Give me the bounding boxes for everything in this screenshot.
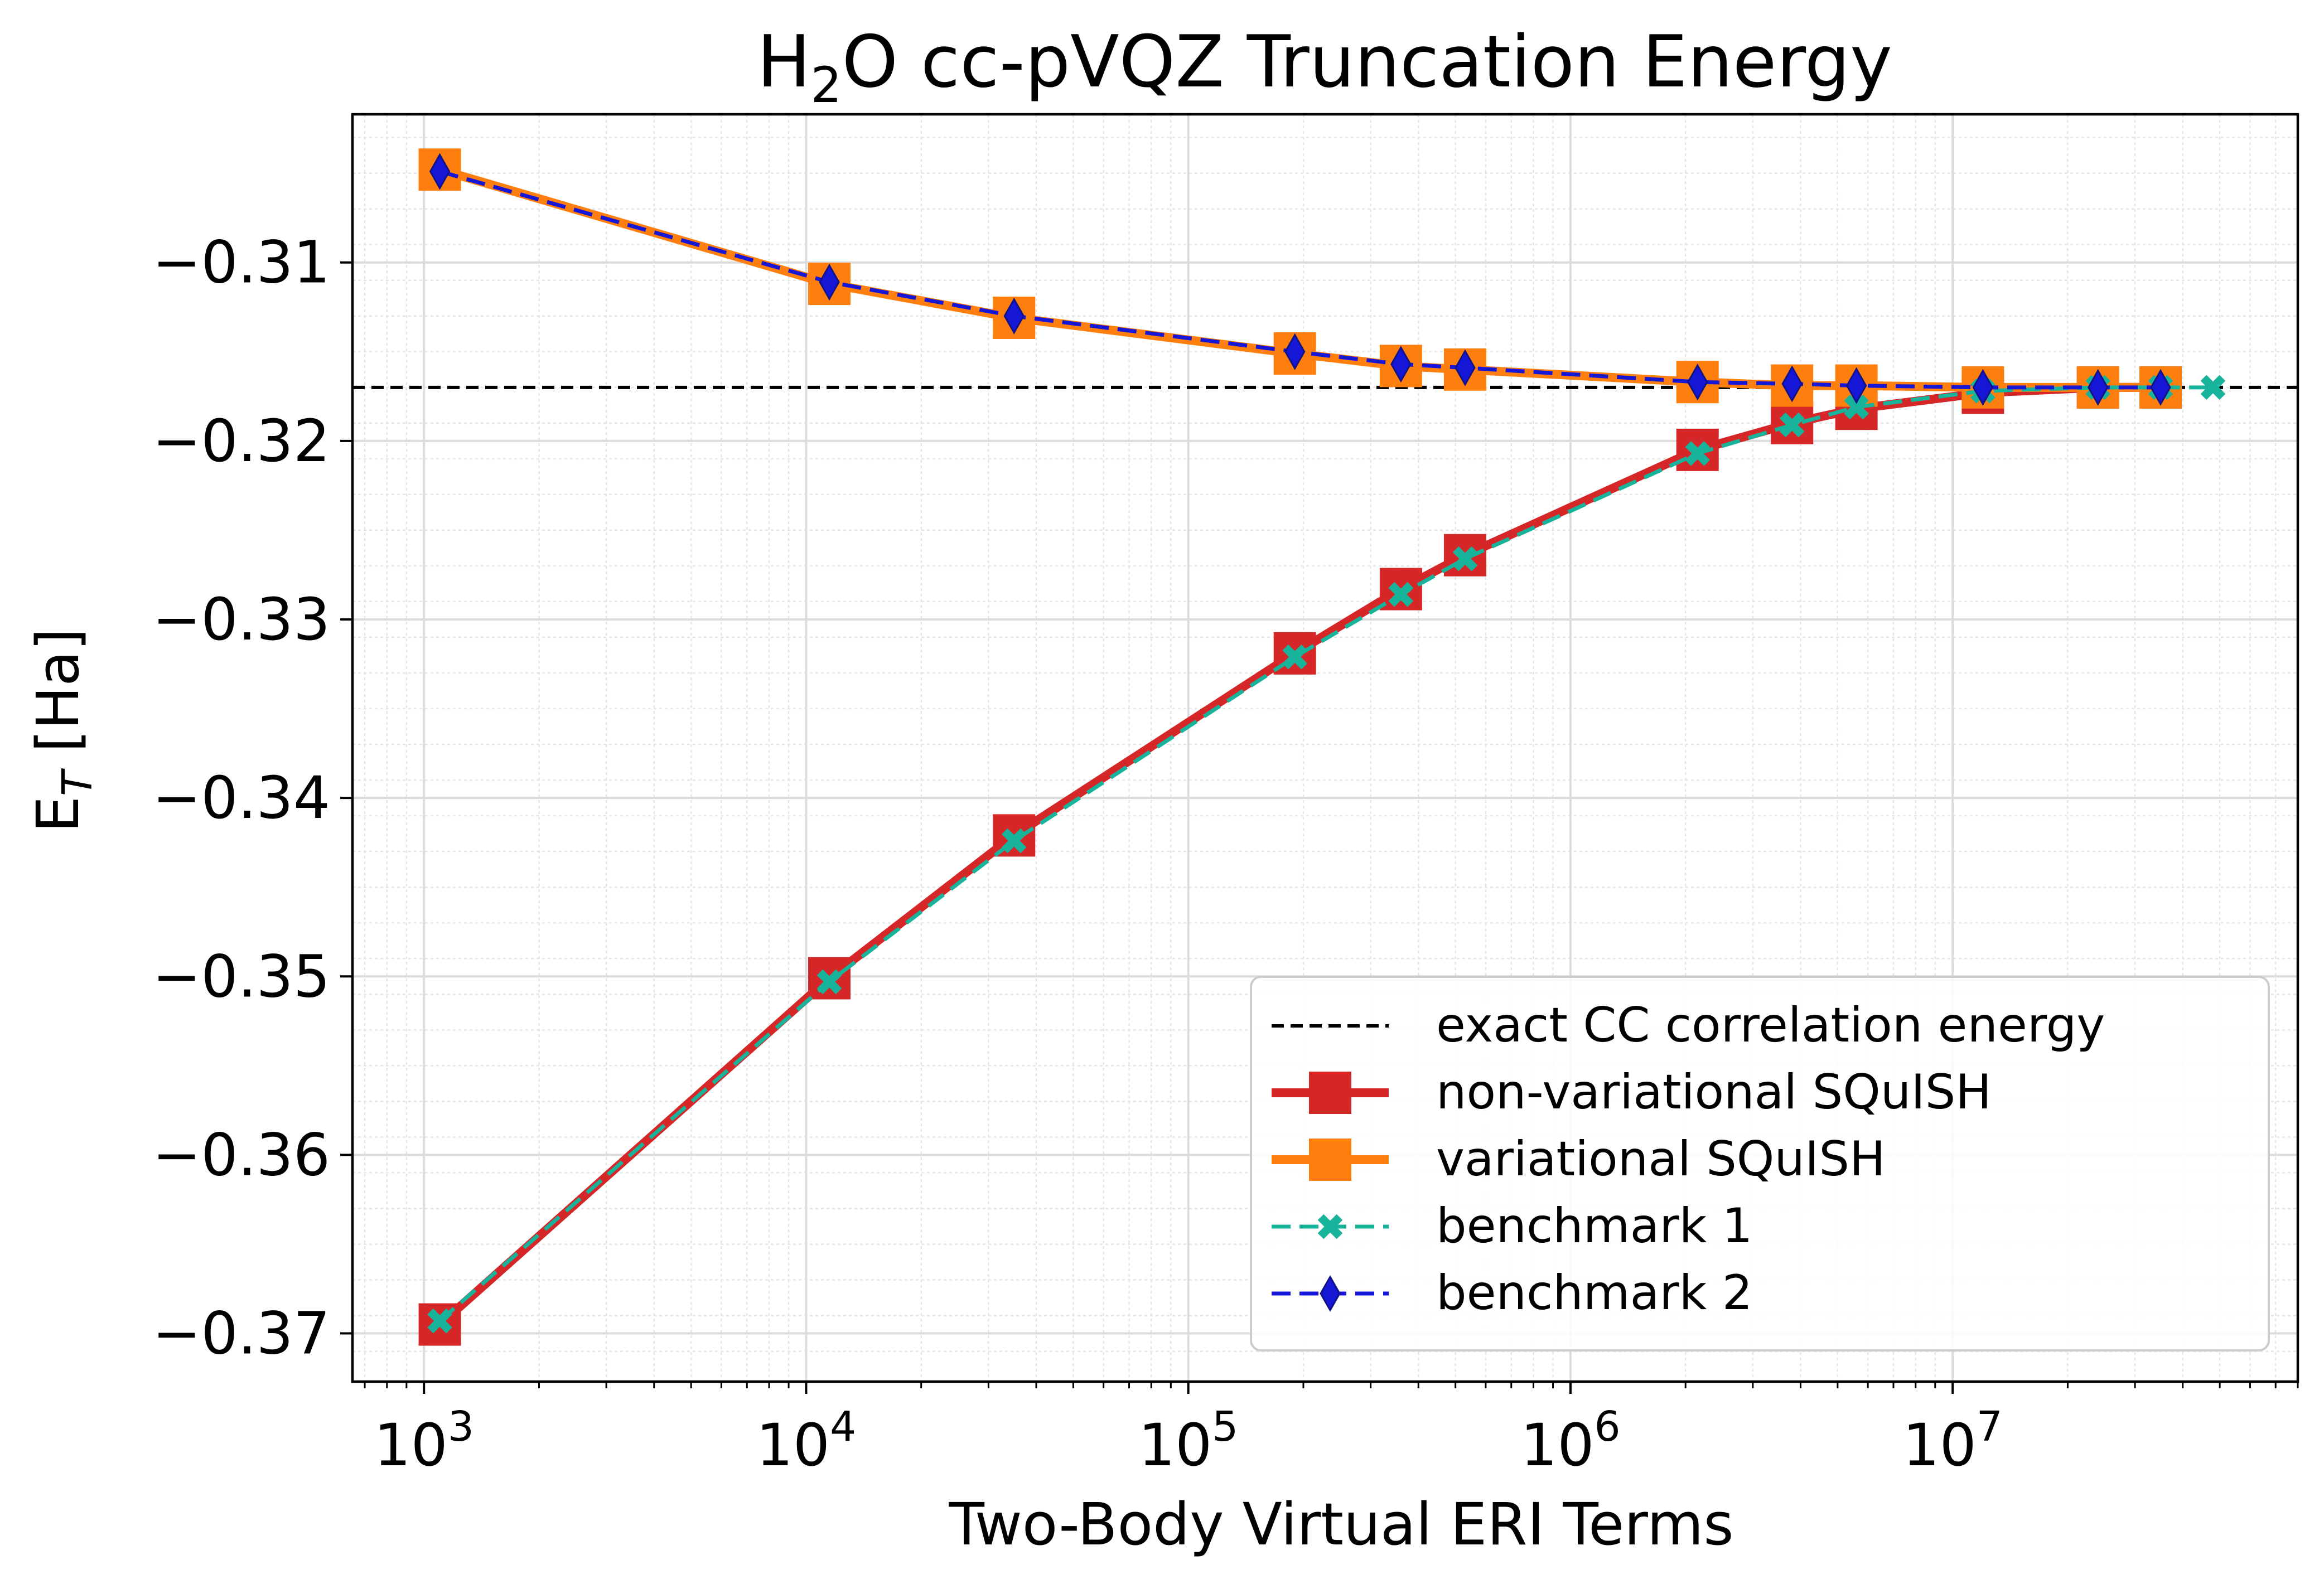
y-tick-label: −0.32 [152, 407, 330, 475]
legend-label-benchmark-1: benchmark 1 [1436, 1198, 1752, 1254]
data-point [1844, 394, 1869, 420]
data-point [1455, 349, 1476, 386]
data-point [1001, 828, 1027, 854]
x-axis-label: Two-Body Virtual ERI Terms [948, 1490, 1733, 1558]
x-tick-label: 106 [1520, 1403, 1620, 1479]
y-axis-ticks: −0.31 −0.32 −0.33 −0.34 −0.35 −0.36 −0.37 [152, 229, 352, 1368]
y-tick-label: −0.31 [152, 229, 330, 297]
x-axis-ticks: 103 104 105 106 107 [364, 1382, 2299, 1479]
data-point [429, 153, 451, 190]
y-tick-label: −0.34 [152, 764, 330, 832]
data-point-stroke [1282, 644, 1307, 670]
legend-label-variational: variational SQuISH [1436, 1131, 1886, 1187]
data-point [1452, 546, 1478, 571]
legend-label-exact: exact CC correlation energy [1436, 997, 2105, 1053]
legend-label-non-variational: non-variational SQuISH [1436, 1064, 1992, 1120]
data-point-stroke [1452, 546, 1478, 571]
data-point-stroke [427, 1308, 452, 1334]
data-point [1687, 364, 1708, 401]
data-point-stroke [1844, 394, 1869, 420]
data-point [1685, 440, 1711, 466]
legend-handle-marker [1320, 1275, 1341, 1312]
legend-handle-marker [1309, 1139, 1351, 1181]
data-point [1781, 365, 1803, 403]
data-point [819, 263, 840, 301]
legend-frame [1250, 976, 2270, 1352]
data-point [1972, 369, 1994, 406]
data-point [816, 969, 842, 995]
y-axis-label: ET [Ha] [24, 628, 102, 832]
data-point [2200, 375, 2226, 400]
data-point [427, 1308, 452, 1334]
y-tick-label: −0.36 [152, 1121, 330, 1189]
data-point [1388, 582, 1414, 607]
y-tick-label: −0.37 [152, 1300, 330, 1368]
x-tick-label: 107 [1902, 1403, 2002, 1479]
data-point [2087, 369, 2109, 406]
y-tick-label: −0.33 [152, 585, 330, 653]
x-tick-label: 103 [374, 1403, 474, 1479]
data-point-stroke [1685, 440, 1711, 466]
data-point [1003, 297, 1025, 335]
data-point [1282, 644, 1307, 670]
x-tick-label: 104 [756, 1403, 856, 1479]
legend-label-benchmark-2: benchmark 2 [1436, 1265, 1752, 1321]
series-benchmark-2 [429, 153, 2171, 406]
y-tick-label: −0.35 [152, 942, 330, 1010]
data-point-stroke [1001, 828, 1027, 854]
data-point [1779, 412, 1805, 438]
data-point [1284, 333, 1306, 370]
data-point-stroke [816, 969, 842, 995]
data-point-stroke [1388, 582, 1414, 607]
chart-title: H2O cc-pVQZ Truncation Energy [757, 21, 1892, 114]
data-point [1390, 346, 1412, 383]
data-point-stroke [2200, 375, 2226, 400]
series-line [439, 169, 2161, 390]
plot-frame [351, 113, 2299, 1383]
data-point [2150, 369, 2171, 406]
data-point [1845, 367, 1867, 404]
data-point-stroke [1779, 412, 1805, 438]
x-tick-label: 105 [1138, 1403, 1238, 1479]
legend-handle-marker [1317, 1214, 1343, 1239]
data-point [1443, 534, 1486, 577]
legend: exact CC correlation energy non-variatio… [1250, 976, 2270, 1352]
legend-handle-marker [1309, 1072, 1351, 1114]
series-group [418, 148, 2226, 1346]
legend-handle-marker-stroke [1317, 1214, 1343, 1239]
